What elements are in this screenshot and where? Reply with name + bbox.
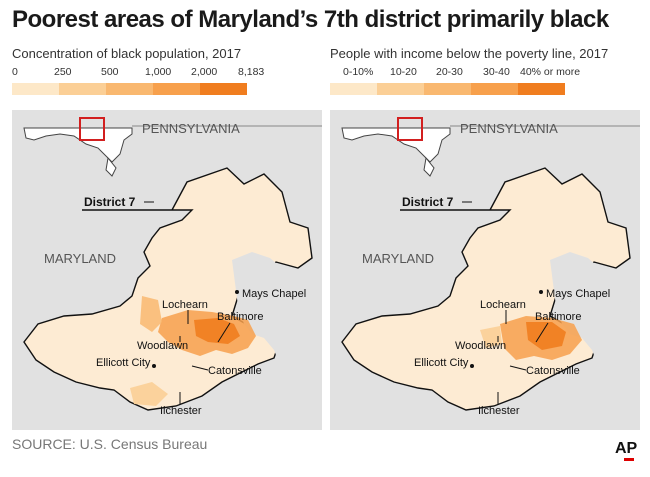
right-dot-mays-chapel xyxy=(539,290,543,294)
left-legend-swatch-4 xyxy=(200,83,247,95)
right-label-maryland: MARYLAND xyxy=(362,251,434,266)
ap-logo: AP xyxy=(615,440,638,457)
right-legend-bar xyxy=(330,83,565,95)
left-label-ellicott-city: Ellicott City xyxy=(96,357,151,369)
right-inset-box xyxy=(397,117,423,141)
left-legend: 0 250 500 1,000 2,000 8,183 xyxy=(12,66,264,98)
right-legend-label-0: 0-10% xyxy=(343,66,374,78)
left-legend-label-3: 1,000 xyxy=(145,66,172,78)
right-legend-label-3: 30-40 xyxy=(483,66,510,78)
right-hotspot-west xyxy=(480,326,502,348)
right-label-woodlawn: Woodlawn xyxy=(455,340,506,352)
left-inset-maryland xyxy=(23,127,133,163)
right-label-mays-chapel: Mays Chapel xyxy=(546,288,610,300)
right-label-catonsville: Catonsville xyxy=(526,365,580,377)
left-label-woodlawn: Woodlawn xyxy=(137,340,188,352)
left-hotspot-west xyxy=(140,296,162,332)
right-legend-swatch-3 xyxy=(471,83,518,95)
source-note: SOURCE: U.S. Census Bureau xyxy=(12,436,208,452)
left-label-lochearn: Lochearn xyxy=(162,299,208,311)
left-map: PENNSYLVANIA MARYLAND District 7 Mays Ch… xyxy=(23,117,322,430)
right-water xyxy=(550,252,640,430)
right-legend-swatch-0 xyxy=(330,83,377,95)
left-map-panel: PENNSYLVANIA MARYLAND District 7 Mays Ch… xyxy=(12,110,322,430)
left-label-maryland: MARYLAND xyxy=(44,251,116,266)
left-legend-label-4: 2,000 xyxy=(191,66,218,78)
right-label-lochearn: Lochearn xyxy=(480,299,526,311)
left-dot-ellicott-city xyxy=(152,364,156,368)
right-legend-swatch-2 xyxy=(424,83,471,95)
right-legend-label-2: 20-30 xyxy=(436,66,463,78)
left-legend-swatch-1 xyxy=(59,83,106,95)
right-legend-label-1: 10-20 xyxy=(390,66,417,78)
left-inset-box xyxy=(79,117,105,141)
left-label-baltimore: Baltimore xyxy=(217,311,263,323)
right-label-pennsylvania: PENNSYLVANIA xyxy=(460,121,558,136)
right-legend: 0-10% 10-20 20-30 30-40 40% or more xyxy=(330,66,580,98)
right-inset-shore xyxy=(423,156,435,177)
right-dot-ellicott-city xyxy=(470,364,474,368)
left-legend-label-0: 0 xyxy=(12,66,18,78)
left-water xyxy=(232,252,322,430)
right-baltimore-leader xyxy=(535,322,549,343)
left-legend-label-5: 8,183 xyxy=(238,66,265,78)
right-map-panel: PENNSYLVANIA MARYLAND District 7 Mays Ch… xyxy=(330,110,640,430)
left-legend-label-1: 250 xyxy=(54,66,72,78)
left-hotspot-south xyxy=(130,382,168,406)
right-map: PENNSYLVANIA MARYLAND District 7 Mays Ch… xyxy=(341,117,640,430)
left-label-pennsylvania: PENNSYLVANIA xyxy=(142,121,240,136)
left-dot-mays-chapel xyxy=(235,290,239,294)
left-subtitle: Concentration of black population, 2017 xyxy=(12,46,242,61)
right-legend-swatch-1 xyxy=(377,83,424,95)
right-label-district: District 7 xyxy=(402,195,454,209)
right-legend-swatch-4 xyxy=(518,83,565,95)
left-label-mays-chapel: Mays Chapel xyxy=(242,288,306,300)
right-label-ellicott-city: Ellicott City xyxy=(414,357,469,369)
left-legend-swatch-2 xyxy=(106,83,153,95)
left-legend-label-2: 500 xyxy=(101,66,119,78)
chart-title: Poorest areas of Maryland’s 7th district… xyxy=(12,6,609,33)
ap-logo-bar xyxy=(624,458,634,461)
right-inset-maryland xyxy=(341,127,451,163)
left-legend-swatch-0 xyxy=(12,83,59,95)
left-label-ilchester: Ilchester xyxy=(160,405,202,417)
right-label-baltimore: Baltimore xyxy=(535,311,581,323)
left-label-catonsville: Catonsville xyxy=(208,365,262,377)
left-legend-bar xyxy=(12,83,247,95)
right-catonsville-leader xyxy=(509,365,527,371)
right-label-ilchester: Ilchester xyxy=(478,405,520,417)
right-legend-label-4: 40% or more xyxy=(520,66,581,78)
left-inset-shore xyxy=(105,156,117,177)
left-legend-swatch-3 xyxy=(153,83,200,95)
right-subtitle: People with income below the poverty lin… xyxy=(330,46,609,61)
left-label-district: District 7 xyxy=(84,195,136,209)
right-hotspot-core xyxy=(526,322,566,350)
left-catonsville-leader xyxy=(191,365,209,371)
left-baltimore-leader xyxy=(217,322,231,343)
